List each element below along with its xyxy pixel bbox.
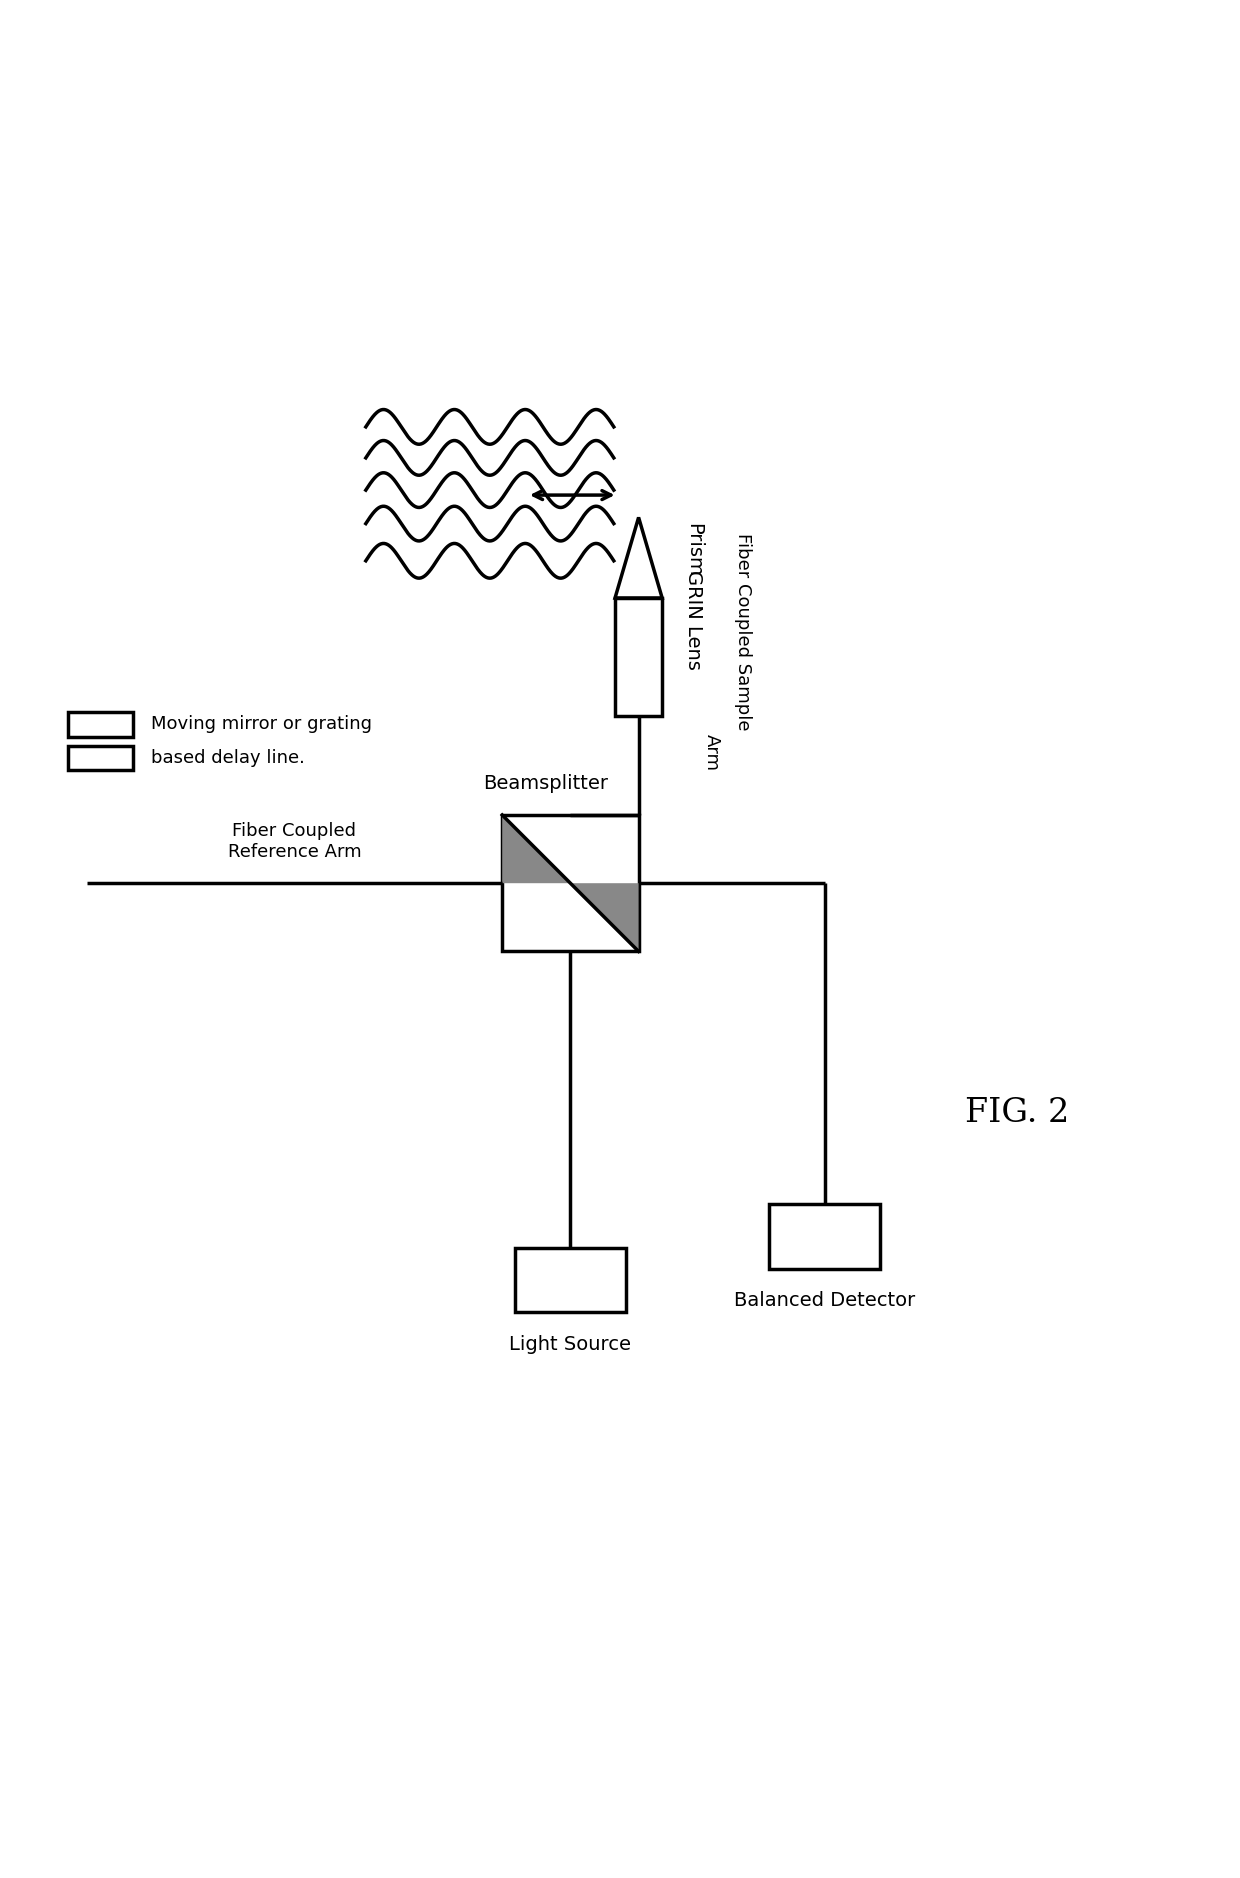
- Text: GRIN Lens: GRIN Lens: [684, 569, 703, 670]
- Text: FIG. 2: FIG. 2: [965, 1097, 1069, 1129]
- Bar: [769, 1204, 880, 1270]
- Text: Prism: Prism: [684, 522, 703, 577]
- Text: Arm: Arm: [703, 734, 720, 772]
- Text: Moving mirror or grating: Moving mirror or grating: [151, 716, 372, 734]
- Polygon shape: [570, 883, 639, 952]
- Text: Beamsplitter: Beamsplitter: [484, 774, 608, 793]
- Bar: [515, 1247, 626, 1313]
- Text: Fiber Coupled
Reference Arm: Fiber Coupled Reference Arm: [228, 823, 361, 860]
- Bar: [615, 597, 662, 716]
- Text: Balanced Detector: Balanced Detector: [734, 1292, 915, 1311]
- Bar: [68, 746, 133, 770]
- Polygon shape: [502, 815, 570, 883]
- Bar: [68, 712, 133, 736]
- Text: based delay line.: based delay line.: [151, 749, 305, 766]
- Text: Fiber Coupled Sample: Fiber Coupled Sample: [734, 533, 751, 731]
- Text: Light Source: Light Source: [510, 1335, 631, 1354]
